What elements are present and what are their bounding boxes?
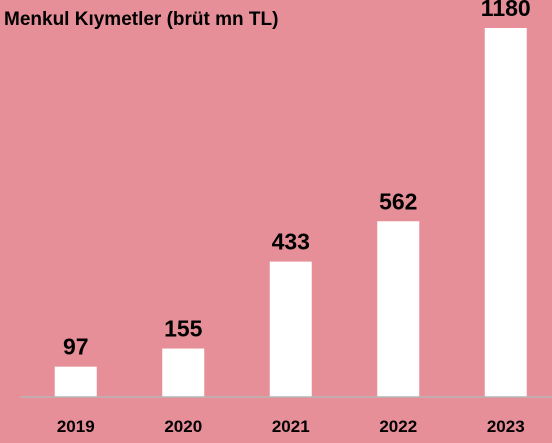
bar (54, 366, 97, 397)
bar (377, 221, 420, 397)
x-tick-label: 2023 (487, 417, 525, 436)
bar (484, 28, 527, 397)
value-label: 97 (63, 334, 89, 360)
bar (269, 261, 312, 397)
value-label: 562 (379, 188, 417, 214)
x-tick-label: 2021 (272, 417, 310, 436)
value-label: 1180 (481, 0, 531, 21)
value-label: 155 (164, 316, 203, 342)
value-label: 433 (272, 229, 310, 255)
chart-title: Menkul Kıymetler (brüt mn TL) (4, 9, 278, 30)
x-tick-label: 2022 (379, 417, 417, 436)
bar (162, 348, 205, 397)
x-tick-label: 2019 (57, 417, 95, 436)
x-tick-label: 2020 (164, 417, 202, 436)
